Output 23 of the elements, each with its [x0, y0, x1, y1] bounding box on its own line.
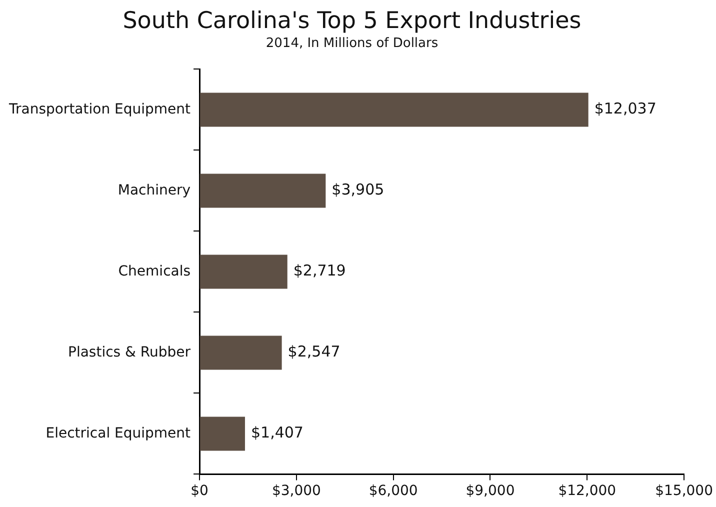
bar [200, 336, 282, 370]
x-tick-label: $9,000 [466, 483, 515, 500]
data-label: $2,719 [293, 262, 346, 280]
data-label: $12,037 [594, 100, 656, 118]
bar [200, 174, 326, 208]
bar [200, 92, 588, 127]
x-tick-label: $0 [190, 483, 208, 500]
bar [200, 254, 288, 289]
data-label: $3,905 [332, 180, 384, 199]
data-label: $2,547 [288, 342, 340, 361]
x-tick-label: $12,000 [558, 483, 616, 500]
y-tick-label: Machinery [118, 182, 191, 198]
y-tick-label: Plastics & Rubber [68, 344, 191, 360]
x-tick-label: $15,000 [655, 483, 714, 500]
bar [200, 416, 245, 451]
chart-title: South Carolina's Top 5 Export Industries [122, 8, 582, 34]
data-label: $1,407 [250, 424, 304, 442]
x-tick-label: $3,000 [272, 483, 321, 500]
chart-subtitle: 2014, In Millions of Dollars [266, 36, 438, 51]
x-tick-label: $6,000 [368, 483, 418, 500]
y-tick-label: Chemicals [118, 263, 191, 280]
y-tick-label: Transportation Equipment [8, 101, 192, 118]
y-tick-label: Electrical Equipment [46, 425, 192, 442]
